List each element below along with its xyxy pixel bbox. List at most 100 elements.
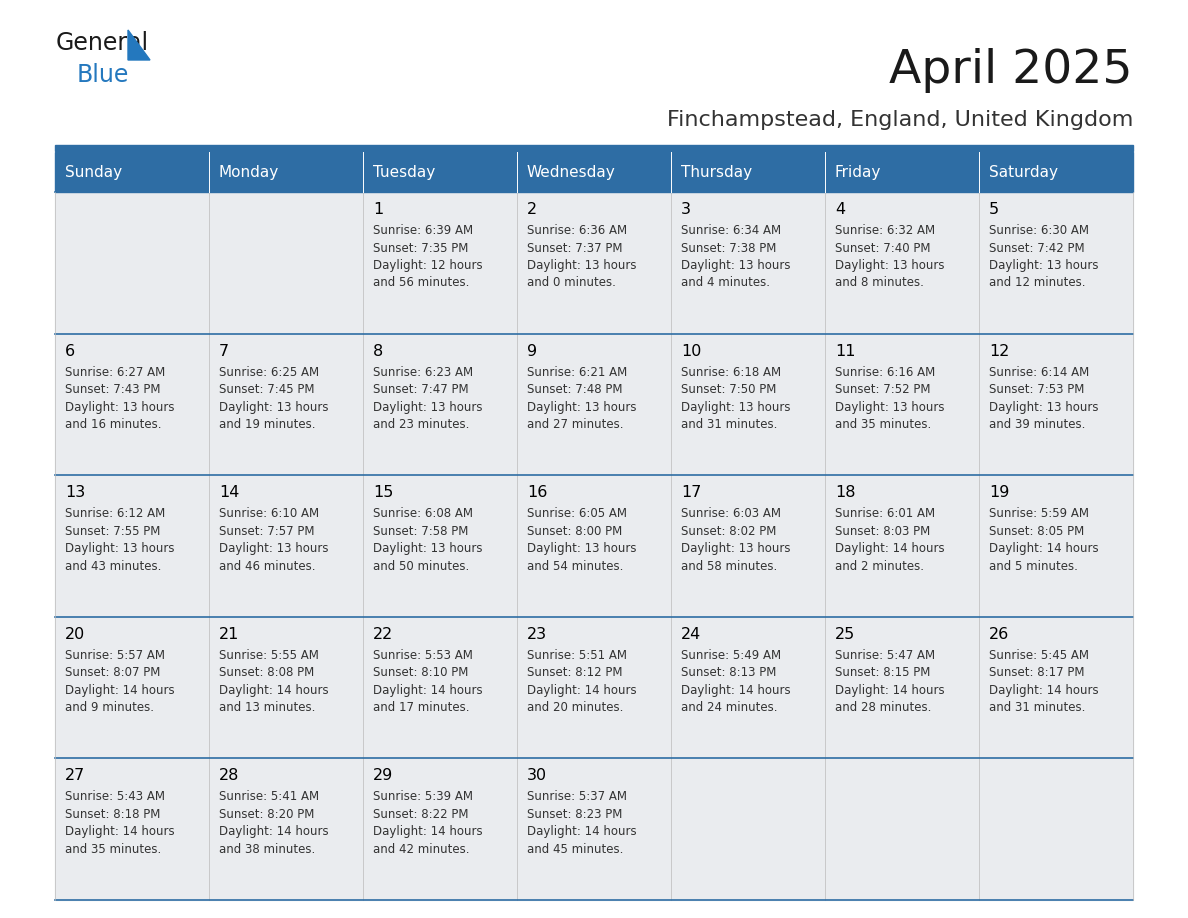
Bar — [364, 758, 517, 900]
Bar — [824, 617, 979, 758]
Text: Sunrise: 5:39 AM
Sunset: 8:22 PM
Daylight: 14 hours
and 42 minutes.: Sunrise: 5:39 AM Sunset: 8:22 PM Dayligh… — [373, 790, 482, 856]
Text: Sunrise: 5:59 AM
Sunset: 8:05 PM
Daylight: 14 hours
and 5 minutes.: Sunrise: 5:59 AM Sunset: 8:05 PM Dayligh… — [988, 508, 1099, 573]
Bar — [209, 617, 364, 758]
Text: 13: 13 — [65, 486, 86, 500]
Text: 28: 28 — [219, 768, 239, 783]
Text: Tuesday: Tuesday — [373, 164, 435, 180]
Bar — [517, 758, 671, 900]
Text: 30: 30 — [527, 768, 548, 783]
Text: 3: 3 — [681, 202, 691, 217]
Text: 7: 7 — [219, 343, 229, 359]
Bar — [979, 476, 1133, 617]
Text: 27: 27 — [65, 768, 86, 783]
Text: Sunrise: 5:49 AM
Sunset: 8:13 PM
Daylight: 14 hours
and 24 minutes.: Sunrise: 5:49 AM Sunset: 8:13 PM Dayligh… — [681, 649, 791, 714]
Text: Sunrise: 6:16 AM
Sunset: 7:52 PM
Daylight: 13 hours
and 35 minutes.: Sunrise: 6:16 AM Sunset: 7:52 PM Dayligh… — [835, 365, 944, 431]
Bar — [979, 758, 1133, 900]
Text: 2: 2 — [527, 202, 537, 217]
Text: 8: 8 — [373, 343, 384, 359]
Bar — [671, 192, 824, 333]
Text: April 2025: April 2025 — [890, 48, 1133, 93]
Text: Sunrise: 6:25 AM
Sunset: 7:45 PM
Daylight: 13 hours
and 19 minutes.: Sunrise: 6:25 AM Sunset: 7:45 PM Dayligh… — [219, 365, 329, 431]
Text: 20: 20 — [65, 627, 86, 642]
Text: Friday: Friday — [835, 164, 881, 180]
Text: Sunrise: 5:53 AM
Sunset: 8:10 PM
Daylight: 14 hours
and 17 minutes.: Sunrise: 5:53 AM Sunset: 8:10 PM Dayligh… — [373, 649, 482, 714]
Bar — [979, 192, 1133, 333]
Text: 14: 14 — [219, 486, 239, 500]
Text: Sunrise: 5:43 AM
Sunset: 8:18 PM
Daylight: 14 hours
and 35 minutes.: Sunrise: 5:43 AM Sunset: 8:18 PM Dayligh… — [65, 790, 175, 856]
Text: Sunrise: 5:47 AM
Sunset: 8:15 PM
Daylight: 14 hours
and 28 minutes.: Sunrise: 5:47 AM Sunset: 8:15 PM Dayligh… — [835, 649, 944, 714]
Text: 1: 1 — [373, 202, 384, 217]
Bar — [55, 476, 209, 617]
Bar — [517, 152, 671, 192]
Text: Monday: Monday — [219, 164, 279, 180]
Bar — [979, 333, 1133, 476]
Text: 18: 18 — [835, 486, 855, 500]
Bar — [209, 333, 364, 476]
Text: Sunrise: 6:32 AM
Sunset: 7:40 PM
Daylight: 13 hours
and 8 minutes.: Sunrise: 6:32 AM Sunset: 7:40 PM Dayligh… — [835, 224, 944, 289]
Text: Sunrise: 6:21 AM
Sunset: 7:48 PM
Daylight: 13 hours
and 27 minutes.: Sunrise: 6:21 AM Sunset: 7:48 PM Dayligh… — [527, 365, 637, 431]
Bar — [364, 192, 517, 333]
Text: Sunday: Sunday — [65, 164, 122, 180]
Bar — [55, 145, 1133, 151]
Text: General: General — [56, 31, 150, 55]
Text: Sunrise: 6:18 AM
Sunset: 7:50 PM
Daylight: 13 hours
and 31 minutes.: Sunrise: 6:18 AM Sunset: 7:50 PM Dayligh… — [681, 365, 790, 431]
Text: Sunrise: 6:03 AM
Sunset: 8:02 PM
Daylight: 13 hours
and 58 minutes.: Sunrise: 6:03 AM Sunset: 8:02 PM Dayligh… — [681, 508, 790, 573]
Bar — [671, 152, 824, 192]
Text: Finchampstead, England, United Kingdom: Finchampstead, England, United Kingdom — [666, 110, 1133, 130]
Text: Thursday: Thursday — [681, 164, 752, 180]
Bar — [824, 476, 979, 617]
Bar — [671, 758, 824, 900]
Bar — [671, 617, 824, 758]
Bar — [824, 758, 979, 900]
Text: Sunrise: 6:34 AM
Sunset: 7:38 PM
Daylight: 13 hours
and 4 minutes.: Sunrise: 6:34 AM Sunset: 7:38 PM Dayligh… — [681, 224, 790, 289]
Text: 24: 24 — [681, 627, 701, 642]
Text: Sunrise: 6:05 AM
Sunset: 8:00 PM
Daylight: 13 hours
and 54 minutes.: Sunrise: 6:05 AM Sunset: 8:00 PM Dayligh… — [527, 508, 637, 573]
Text: 16: 16 — [527, 486, 548, 500]
Bar — [824, 152, 979, 192]
Text: 12: 12 — [988, 343, 1010, 359]
Text: 4: 4 — [835, 202, 845, 217]
Text: Sunrise: 5:45 AM
Sunset: 8:17 PM
Daylight: 14 hours
and 31 minutes.: Sunrise: 5:45 AM Sunset: 8:17 PM Dayligh… — [988, 649, 1099, 714]
Text: 25: 25 — [835, 627, 855, 642]
Text: 23: 23 — [527, 627, 548, 642]
Bar — [364, 617, 517, 758]
Bar — [824, 333, 979, 476]
Text: 10: 10 — [681, 343, 701, 359]
Bar — [364, 152, 517, 192]
Text: Saturday: Saturday — [988, 164, 1059, 180]
Text: 17: 17 — [681, 486, 701, 500]
Text: 19: 19 — [988, 486, 1010, 500]
Bar — [671, 476, 824, 617]
Bar — [824, 192, 979, 333]
Text: 29: 29 — [373, 768, 393, 783]
Text: 9: 9 — [527, 343, 537, 359]
Text: Sunrise: 6:01 AM
Sunset: 8:03 PM
Daylight: 14 hours
and 2 minutes.: Sunrise: 6:01 AM Sunset: 8:03 PM Dayligh… — [835, 508, 944, 573]
Text: Sunrise: 5:37 AM
Sunset: 8:23 PM
Daylight: 14 hours
and 45 minutes.: Sunrise: 5:37 AM Sunset: 8:23 PM Dayligh… — [527, 790, 637, 856]
Bar — [55, 192, 209, 333]
Bar — [671, 333, 824, 476]
Bar — [209, 758, 364, 900]
Bar — [55, 333, 209, 476]
Text: Sunrise: 5:57 AM
Sunset: 8:07 PM
Daylight: 14 hours
and 9 minutes.: Sunrise: 5:57 AM Sunset: 8:07 PM Dayligh… — [65, 649, 175, 714]
Bar — [209, 192, 364, 333]
Text: Blue: Blue — [77, 63, 129, 87]
Text: Sunrise: 6:39 AM
Sunset: 7:35 PM
Daylight: 12 hours
and 56 minutes.: Sunrise: 6:39 AM Sunset: 7:35 PM Dayligh… — [373, 224, 482, 289]
Bar — [55, 152, 209, 192]
Text: Sunrise: 6:36 AM
Sunset: 7:37 PM
Daylight: 13 hours
and 0 minutes.: Sunrise: 6:36 AM Sunset: 7:37 PM Dayligh… — [527, 224, 637, 289]
Bar — [364, 476, 517, 617]
Text: Sunrise: 5:41 AM
Sunset: 8:20 PM
Daylight: 14 hours
and 38 minutes.: Sunrise: 5:41 AM Sunset: 8:20 PM Dayligh… — [219, 790, 329, 856]
Bar — [979, 152, 1133, 192]
Bar — [979, 617, 1133, 758]
Bar — [55, 617, 209, 758]
Bar — [209, 476, 364, 617]
Text: Sunrise: 6:08 AM
Sunset: 7:58 PM
Daylight: 13 hours
and 50 minutes.: Sunrise: 6:08 AM Sunset: 7:58 PM Dayligh… — [373, 508, 482, 573]
Text: Sunrise: 6:10 AM
Sunset: 7:57 PM
Daylight: 13 hours
and 46 minutes.: Sunrise: 6:10 AM Sunset: 7:57 PM Dayligh… — [219, 508, 329, 573]
Text: Sunrise: 6:12 AM
Sunset: 7:55 PM
Daylight: 13 hours
and 43 minutes.: Sunrise: 6:12 AM Sunset: 7:55 PM Dayligh… — [65, 508, 175, 573]
Text: Sunrise: 6:30 AM
Sunset: 7:42 PM
Daylight: 13 hours
and 12 minutes.: Sunrise: 6:30 AM Sunset: 7:42 PM Dayligh… — [988, 224, 1099, 289]
Text: 6: 6 — [65, 343, 75, 359]
Text: Wednesday: Wednesday — [527, 164, 615, 180]
Text: 26: 26 — [988, 627, 1010, 642]
Text: Sunrise: 5:51 AM
Sunset: 8:12 PM
Daylight: 14 hours
and 20 minutes.: Sunrise: 5:51 AM Sunset: 8:12 PM Dayligh… — [527, 649, 637, 714]
Text: 21: 21 — [219, 627, 239, 642]
Text: Sunrise: 6:27 AM
Sunset: 7:43 PM
Daylight: 13 hours
and 16 minutes.: Sunrise: 6:27 AM Sunset: 7:43 PM Dayligh… — [65, 365, 175, 431]
